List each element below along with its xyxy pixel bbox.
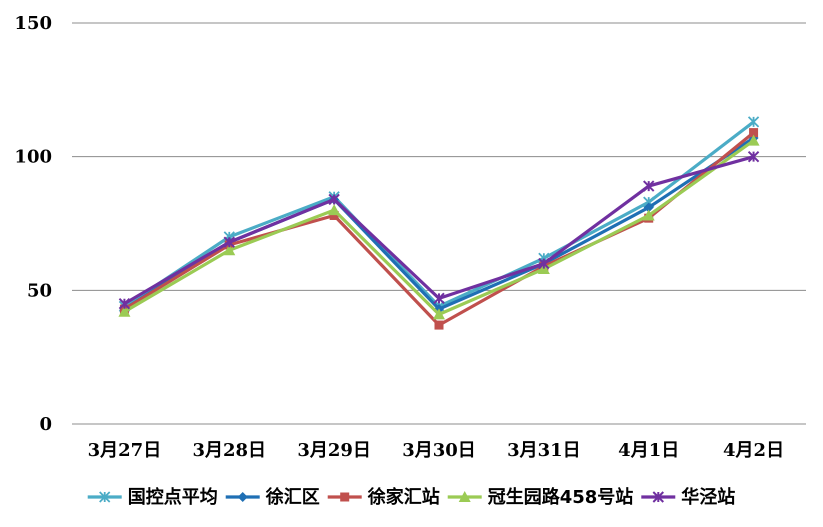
x-tick-label: 3月27日 bbox=[88, 440, 162, 461]
y-tick-label: 100 bbox=[14, 147, 52, 168]
legend-item: 徐汇区 bbox=[225, 486, 320, 508]
y-tick-label: 0 bbox=[39, 414, 52, 435]
x-axis-ticks: 3月27日 3月28日 3月29日 3月30日 3月31日 4月1日 4月2日 bbox=[88, 440, 784, 461]
legend-label: 华泾站 bbox=[681, 486, 735, 508]
x-tick-label: 4月1日 bbox=[618, 440, 679, 461]
y-tick-label: 150 bbox=[14, 13, 52, 34]
data-point bbox=[118, 305, 131, 317]
data-point bbox=[329, 210, 339, 220]
data-point bbox=[749, 128, 759, 138]
data-point bbox=[747, 150, 760, 163]
y-axis-ticks: 0 50 100 150 bbox=[14, 13, 52, 435]
legend-label: 徐汇区 bbox=[265, 486, 320, 508]
series-2 bbox=[119, 132, 759, 315]
x-tick-label: 3月29日 bbox=[297, 440, 371, 461]
legend-item: 国控点平均 bbox=[87, 486, 218, 508]
legend-label: 国控点平均 bbox=[128, 486, 218, 508]
series-line bbox=[123, 155, 755, 306]
data-point bbox=[538, 257, 550, 270]
data-point bbox=[223, 236, 235, 248]
legend-label: 徐家汇站 bbox=[367, 486, 440, 508]
legend-item: 冠生园路458号站 bbox=[447, 486, 634, 508]
legend-item: 华泾站 bbox=[641, 486, 735, 508]
data-point bbox=[434, 320, 444, 330]
x-tick-label: 3月30日 bbox=[402, 440, 476, 461]
data-point bbox=[118, 297, 131, 310]
data-point bbox=[643, 202, 654, 213]
series-5 bbox=[118, 150, 760, 310]
series-1 bbox=[118, 116, 760, 313]
gridlines bbox=[72, 22, 806, 425]
legend-item: 徐家汇站 bbox=[327, 486, 440, 508]
legend-label: 冠生园路458号站 bbox=[488, 486, 634, 508]
data-point bbox=[747, 134, 760, 146]
legend-marker bbox=[652, 491, 664, 503]
data-point bbox=[643, 180, 655, 192]
legend: 国控点平均 徐汇区 徐家汇站 冠生园路458号站 华泾站 bbox=[87, 486, 735, 508]
series-4 bbox=[118, 134, 760, 320]
y-tick-label: 50 bbox=[27, 280, 52, 301]
data-point bbox=[328, 204, 341, 216]
legend-marker bbox=[99, 491, 111, 503]
series-line bbox=[123, 139, 755, 316]
series-group bbox=[118, 116, 760, 330]
x-tick-label: 4月2日 bbox=[723, 440, 784, 461]
legend-marker bbox=[237, 492, 248, 502]
series-line bbox=[123, 136, 755, 311]
data-point bbox=[747, 116, 760, 128]
legend-marker bbox=[458, 491, 471, 502]
x-tick-label: 3月31日 bbox=[507, 440, 581, 461]
x-tick-label: 3月28日 bbox=[192, 440, 266, 461]
data-point bbox=[433, 292, 445, 305]
data-point bbox=[223, 244, 236, 256]
legend-marker bbox=[340, 492, 350, 502]
series-line bbox=[123, 120, 755, 308]
data-point bbox=[642, 209, 655, 221]
data-point bbox=[328, 193, 340, 206]
data-point bbox=[433, 308, 445, 320]
